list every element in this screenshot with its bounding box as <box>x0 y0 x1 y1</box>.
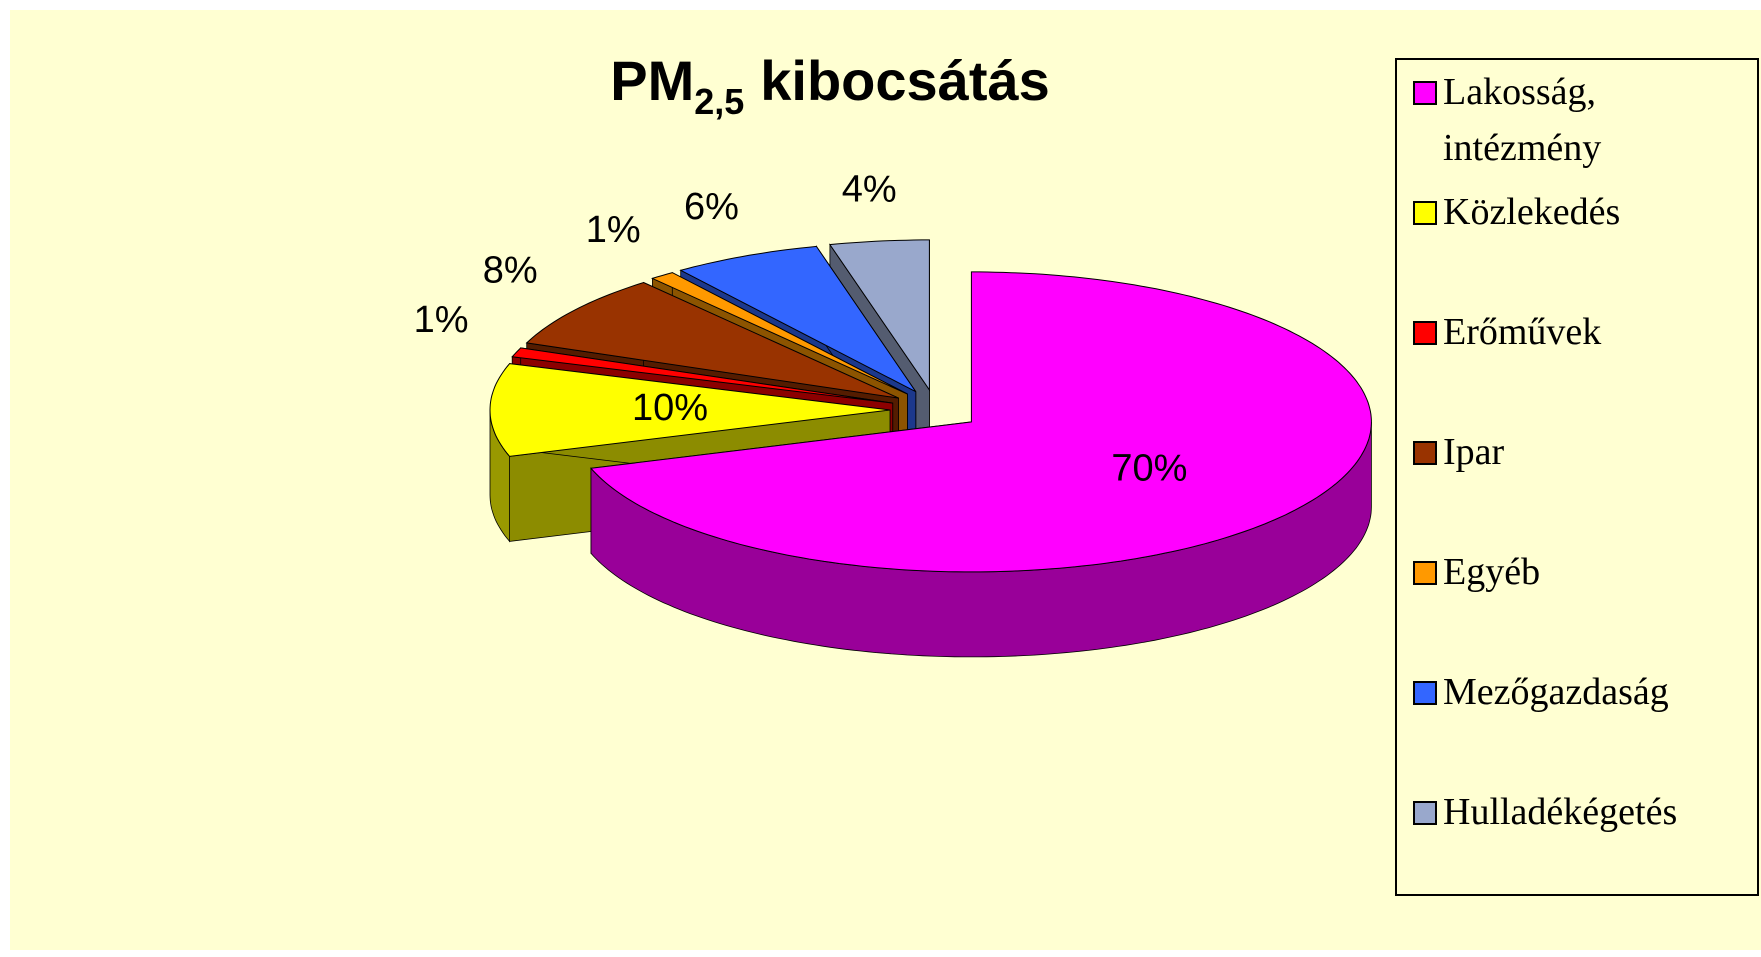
data-label: 6% <box>684 186 739 228</box>
slice <box>489 363 891 457</box>
legend-item: Ipar <box>1413 424 1753 480</box>
legend-item: Közlekedés <box>1413 184 1753 240</box>
legend-label: Egyéb <box>1443 551 1541 593</box>
data-label: 70% <box>1111 447 1187 489</box>
slice <box>525 281 899 399</box>
legend-label: Ipar <box>1443 431 1505 473</box>
legend-swatch <box>1413 201 1437 225</box>
slice <box>511 347 893 404</box>
slice <box>589 271 1372 573</box>
chart-title: PM2,5 kibocsátás <box>610 49 1050 122</box>
legend-label: Lakosság, intézmény <box>1443 71 1602 169</box>
legend: Lakosság, intézmény Közlekedés Erőművek Ipa… <box>1395 58 1759 896</box>
title-rest: kibocsátás <box>760 49 1050 112</box>
data-label: 10% <box>632 387 708 429</box>
legend-swatch <box>1413 321 1437 345</box>
legend-item: Erőművek <box>1413 304 1753 360</box>
legend-label: Hulladékégetés <box>1443 791 1678 833</box>
legend-swatch <box>1413 81 1437 105</box>
data-label: 4% <box>842 168 897 210</box>
data-label: 8% <box>483 249 538 291</box>
legend-label: Mezőgazdaság <box>1443 671 1669 713</box>
legend-item: Hulladékégetés <box>1413 784 1753 840</box>
data-label: 1% <box>414 299 469 341</box>
title-main: PM <box>610 49 694 112</box>
slice <box>679 245 917 393</box>
legend-swatch <box>1413 681 1437 705</box>
legend-item: Mezőgazdaság <box>1413 664 1753 720</box>
legend-label: Erőművek <box>1443 311 1602 353</box>
slice <box>829 239 930 392</box>
slice <box>650 272 908 395</box>
title-subscript: 2,5 <box>694 81 744 122</box>
data-label: 1% <box>586 209 641 251</box>
legend-swatch <box>1413 561 1437 585</box>
legend-swatch <box>1413 801 1437 825</box>
legend-item: Egyéb <box>1413 544 1753 600</box>
legend-label: Közlekedés <box>1443 191 1621 233</box>
legend-swatch <box>1413 441 1437 465</box>
legend-item: Lakosság, intézmény <box>1413 64 1753 176</box>
